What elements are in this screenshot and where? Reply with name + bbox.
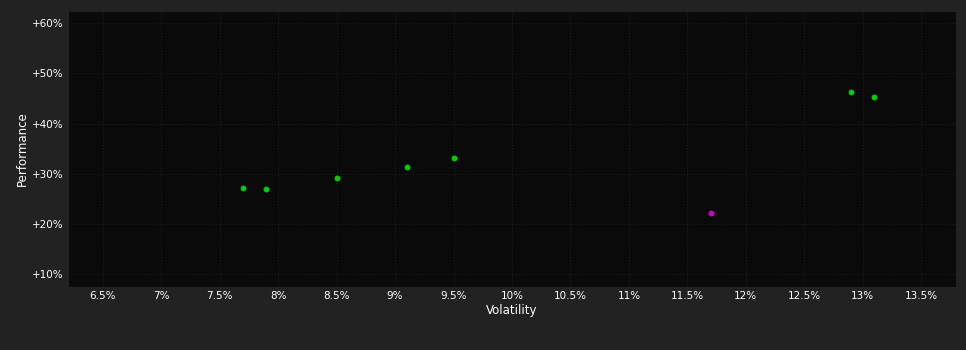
Point [259, 186, 274, 192]
X-axis label: Volatility: Volatility [486, 304, 538, 317]
Y-axis label: Performance: Performance [16, 111, 29, 186]
Point [843, 90, 859, 95]
Point [445, 155, 461, 161]
Point [236, 185, 251, 191]
Point [399, 164, 414, 170]
Point [703, 210, 719, 216]
Point [328, 176, 344, 181]
Point [867, 94, 882, 100]
